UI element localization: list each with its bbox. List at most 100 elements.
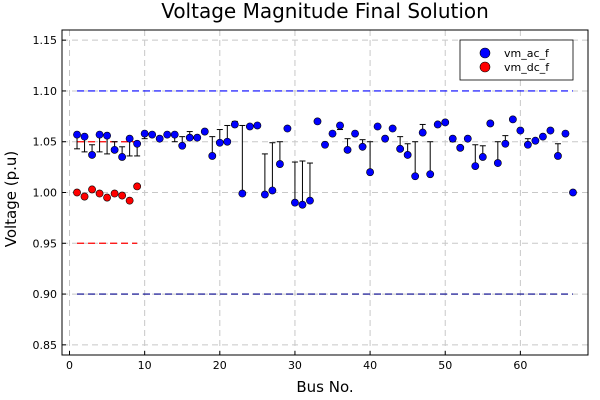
point-vm-ac-f bbox=[381, 134, 390, 143]
point-vm-ac-f bbox=[366, 168, 374, 177]
point-vm-ac-f bbox=[208, 152, 217, 160]
x-tick-label: 50 bbox=[438, 359, 452, 372]
point-vm-ac-f bbox=[88, 151, 96, 159]
point-vm-ac-f bbox=[306, 196, 314, 205]
point-vm-ac-f bbox=[140, 129, 149, 138]
point-vm-ac-f bbox=[456, 143, 465, 152]
point-vm-dc-f bbox=[80, 192, 89, 201]
point-vm-ac-f bbox=[523, 140, 532, 149]
point-vm-ac-f bbox=[546, 126, 555, 135]
point-vm-ac-f bbox=[411, 172, 420, 181]
point-vm-ac-f bbox=[328, 129, 337, 138]
x-tick-label: 40 bbox=[363, 359, 377, 372]
point-vm-ac-f bbox=[478, 153, 487, 161]
chart-title: Voltage Magnitude Final Solution bbox=[161, 0, 489, 23]
x-tick-label: 0 bbox=[66, 359, 73, 372]
point-vm-ac-f bbox=[148, 130, 157, 139]
data-points bbox=[73, 115, 577, 209]
legend: vm_ac_f vm_dc_f bbox=[459, 39, 574, 81]
point-vm-ac-f bbox=[433, 120, 442, 129]
point-vm-ac-f bbox=[223, 137, 232, 146]
point-vm-ac-f bbox=[268, 186, 277, 195]
point-vm-dc-f bbox=[110, 189, 119, 198]
point-vm-ac-f bbox=[448, 134, 457, 143]
legend-marker-vm-dc-f bbox=[479, 61, 491, 73]
limit-lines bbox=[77, 90, 573, 295]
x-tick-label: 10 bbox=[138, 359, 152, 372]
point-vm-dc-f bbox=[88, 185, 96, 194]
point-vm-ac-f bbox=[501, 139, 510, 148]
point-vm-ac-f bbox=[276, 160, 284, 168]
y-tick-label: 0.95 bbox=[33, 237, 58, 250]
point-vm-ac-f bbox=[80, 132, 89, 141]
point-vm-ac-f bbox=[245, 122, 254, 131]
point-vm-ac-f bbox=[554, 152, 562, 160]
point-vm-ac-f bbox=[253, 121, 262, 130]
x-tick-label: 60 bbox=[513, 359, 527, 372]
y-tick-label: 0.85 bbox=[33, 339, 58, 352]
point-vm-ac-f bbox=[321, 140, 329, 149]
point-vm-ac-f bbox=[373, 122, 382, 131]
point-vm-ac-f bbox=[178, 141, 187, 150]
x-tick-label: 30 bbox=[288, 359, 302, 372]
point-vm-ac-f bbox=[103, 131, 111, 140]
y-axis-ticks: 0.85 0.90 0.95 1.00 1.05 1.10 1.15 bbox=[33, 34, 66, 352]
point-vm-dc-f bbox=[118, 191, 127, 200]
legend-label-vm-dc-f: vm_dc_f bbox=[504, 61, 550, 74]
point-vm-ac-f bbox=[418, 128, 427, 137]
point-vm-dc-f bbox=[73, 188, 81, 197]
point-vm-ac-f bbox=[516, 126, 525, 135]
point-vm-ac-f bbox=[426, 170, 435, 179]
point-vm-ac-f bbox=[260, 190, 269, 199]
y-tick-label: 1.05 bbox=[33, 136, 58, 149]
point-vm-ac-f bbox=[343, 145, 352, 154]
y-tick-label: 1.00 bbox=[33, 187, 58, 200]
point-vm-ac-f bbox=[336, 121, 344, 130]
point-vm-ac-f bbox=[200, 127, 209, 136]
point-vm-ac-f bbox=[569, 188, 577, 197]
point-vm-ac-f bbox=[155, 134, 164, 143]
point-vm-ac-f bbox=[403, 151, 412, 159]
point-vm-ac-f bbox=[118, 153, 127, 161]
point-vm-ac-f bbox=[441, 118, 450, 127]
point-vm-ac-f bbox=[170, 130, 179, 139]
x-axis-ticks: 0 10 20 30 40 50 60 bbox=[66, 351, 527, 372]
legend-label-vm-ac-f: vm_ac_f bbox=[504, 47, 550, 60]
x-axis-label: Bus No. bbox=[296, 378, 353, 396]
point-vm-ac-f bbox=[539, 132, 547, 141]
point-vm-ac-f bbox=[358, 142, 367, 151]
y-tick-label: 0.90 bbox=[33, 288, 58, 301]
point-vm-ac-f bbox=[493, 159, 502, 167]
point-vm-ac-f bbox=[238, 189, 247, 198]
y-axis-label: Voltage (p.u) bbox=[2, 151, 20, 248]
point-vm-ac-f bbox=[486, 119, 495, 128]
legend-box bbox=[459, 39, 574, 81]
point-vm-ac-f bbox=[125, 134, 134, 143]
whiskers bbox=[74, 120, 569, 205]
point-vm-ac-f bbox=[95, 130, 104, 139]
point-vm-dc-f bbox=[95, 189, 104, 198]
point-vm-ac-f bbox=[230, 120, 239, 129]
point-vm-ac-f bbox=[561, 129, 570, 138]
point-vm-ac-f bbox=[163, 130, 172, 139]
point-vm-dc-f bbox=[125, 196, 134, 205]
point-vm-ac-f bbox=[215, 138, 224, 147]
point-vm-ac-f bbox=[110, 145, 119, 154]
y-tick-label: 1.10 bbox=[33, 85, 58, 98]
point-vm-ac-f bbox=[471, 162, 480, 170]
point-vm-dc-f bbox=[133, 182, 142, 191]
point-vm-ac-f bbox=[531, 136, 540, 145]
point-vm-ac-f bbox=[73, 130, 81, 139]
legend-marker-vm-ac-f bbox=[479, 47, 491, 59]
point-vm-ac-f bbox=[133, 139, 142, 148]
point-vm-ac-f bbox=[388, 124, 397, 133]
point-vm-ac-f bbox=[313, 117, 322, 126]
x-tick-label: 20 bbox=[213, 359, 227, 372]
point-vm-ac-f bbox=[283, 124, 292, 133]
point-vm-ac-f bbox=[508, 115, 517, 124]
point-vm-ac-f bbox=[193, 133, 202, 142]
point-vm-ac-f bbox=[463, 134, 472, 143]
point-vm-ac-f bbox=[291, 198, 299, 207]
point-vm-ac-f bbox=[351, 129, 359, 138]
